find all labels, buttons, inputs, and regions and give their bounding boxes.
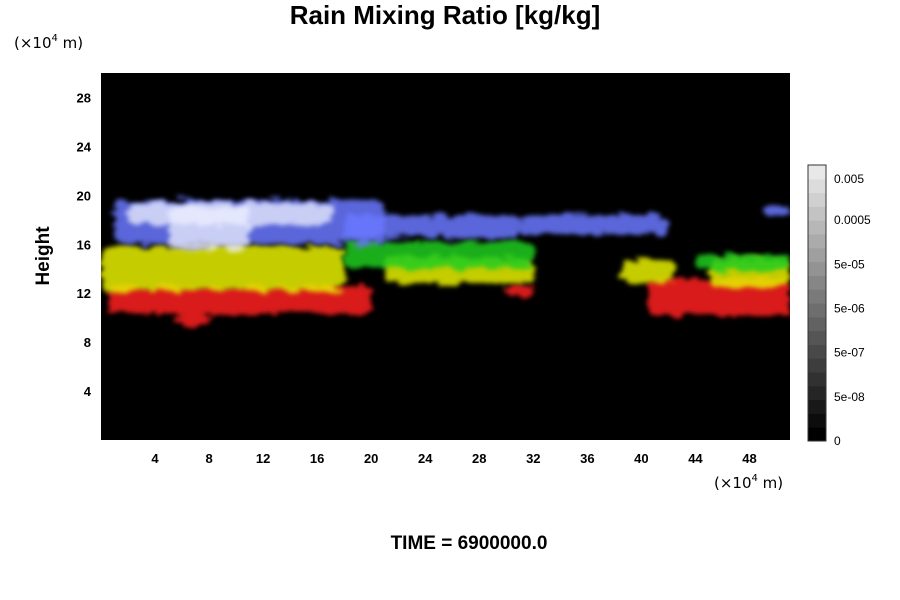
colorbar-segment — [808, 220, 826, 235]
colorbar-tick-label: 5e-06 — [834, 302, 865, 316]
field-patch — [107, 285, 372, 314]
field-layer-0 — [107, 278, 790, 327]
colorbar-segment — [808, 427, 826, 442]
field-patch — [648, 278, 790, 316]
field-patch — [695, 254, 790, 272]
field-patch — [344, 214, 520, 239]
x-tick-label: 40 — [634, 451, 648, 466]
field-patch — [621, 258, 676, 284]
field-patch — [506, 285, 534, 296]
x-axis: 4 8 12 16 20 24 28 32 36 40 44 48 — [151, 451, 756, 466]
x-tick-label: 12 — [256, 451, 270, 466]
y-axis-label: Height — [33, 226, 54, 286]
rain-field — [101, 200, 790, 327]
x-tick-label: 8 — [205, 451, 212, 466]
colorbar-segment — [808, 399, 826, 414]
colorbar-segment — [808, 192, 826, 207]
field-layer-4 — [128, 202, 331, 251]
y-unit-label: (×104 m) — [14, 33, 83, 52]
y-unit-exp: 4 — [52, 33, 58, 44]
x-unit-prefix: (×10 — [714, 474, 752, 492]
field-patch — [519, 214, 669, 235]
colorbar-segment — [808, 206, 826, 221]
colorbar-tick-label: 5e-07 — [834, 346, 865, 360]
field-patch — [175, 313, 210, 327]
colorbar-segment — [808, 385, 826, 401]
x-tick-label: 48 — [742, 451, 756, 466]
field-patch — [344, 241, 534, 269]
x-unit-exp: 4 — [752, 473, 758, 484]
x-tick-label: 36 — [580, 451, 594, 466]
colorbar-segment — [808, 165, 826, 180]
colorbar-tick-label: 0.005 — [834, 172, 864, 186]
y-unit-prefix: (×10 — [14, 34, 52, 52]
colorbar-segment — [808, 358, 826, 373]
y-tick-label: 28 — [77, 90, 91, 105]
x-tick-label: 16 — [310, 451, 324, 466]
x-tick-label: 24 — [418, 451, 433, 466]
x-tick-label: 4 — [151, 451, 159, 466]
x-unit-label: (×104 m) — [714, 473, 783, 492]
colorbar-segment — [808, 372, 826, 387]
colorbar-tick-label: 0.0005 — [834, 213, 871, 227]
x-tick-label: 20 — [364, 451, 378, 466]
y-tick-label: 8 — [84, 335, 91, 350]
colorbar-segment — [808, 247, 826, 263]
colorbar-segment — [808, 289, 826, 304]
field-layer-2 — [344, 241, 790, 272]
y-tick-label: 16 — [77, 237, 91, 252]
x-tick-label: 44 — [688, 451, 703, 466]
field-patch — [128, 202, 331, 225]
colorbar-frame — [807, 164, 827, 442]
colorbar-tick-label: 5e-08 — [834, 390, 865, 404]
y-tick-label: 20 — [77, 188, 91, 203]
x-tick-label: 32 — [526, 451, 540, 466]
y-tick-label: 12 — [77, 286, 91, 301]
colorbar-tick-label: 5e-05 — [834, 257, 865, 271]
colorbar-segment — [808, 330, 826, 345]
colorbar: 0.005 0.0005 5e-05 5e-06 5e-07 5e-08 0 — [807, 164, 871, 448]
field-patch — [762, 205, 790, 217]
chart-title: Rain Mixing Ratio [kg/kg] — [290, 0, 601, 30]
x-tick-label: 28 — [472, 451, 486, 466]
y-axis: 4 8 12 16 20 24 28 — [77, 90, 92, 399]
y-tick-label: 24 — [77, 139, 92, 154]
colorbar-segment — [808, 234, 826, 249]
x-unit-suffix: m) — [758, 474, 783, 492]
colorbar-segment — [808, 178, 826, 194]
colorbar-segment — [808, 316, 826, 332]
colorbar-segment — [808, 275, 826, 290]
y-unit-suffix: m) — [58, 34, 83, 52]
colorbar-segment — [808, 303, 826, 318]
colorbar-segment — [808, 344, 826, 359]
time-label: TIME = 6900000.0 — [391, 533, 548, 554]
colorbar-segment — [808, 413, 826, 428]
colorbar-segment — [808, 261, 826, 276]
field-patch — [101, 246, 345, 291]
colorbar-tick-label: 0 — [834, 434, 841, 448]
y-tick-label: 4 — [84, 384, 92, 399]
